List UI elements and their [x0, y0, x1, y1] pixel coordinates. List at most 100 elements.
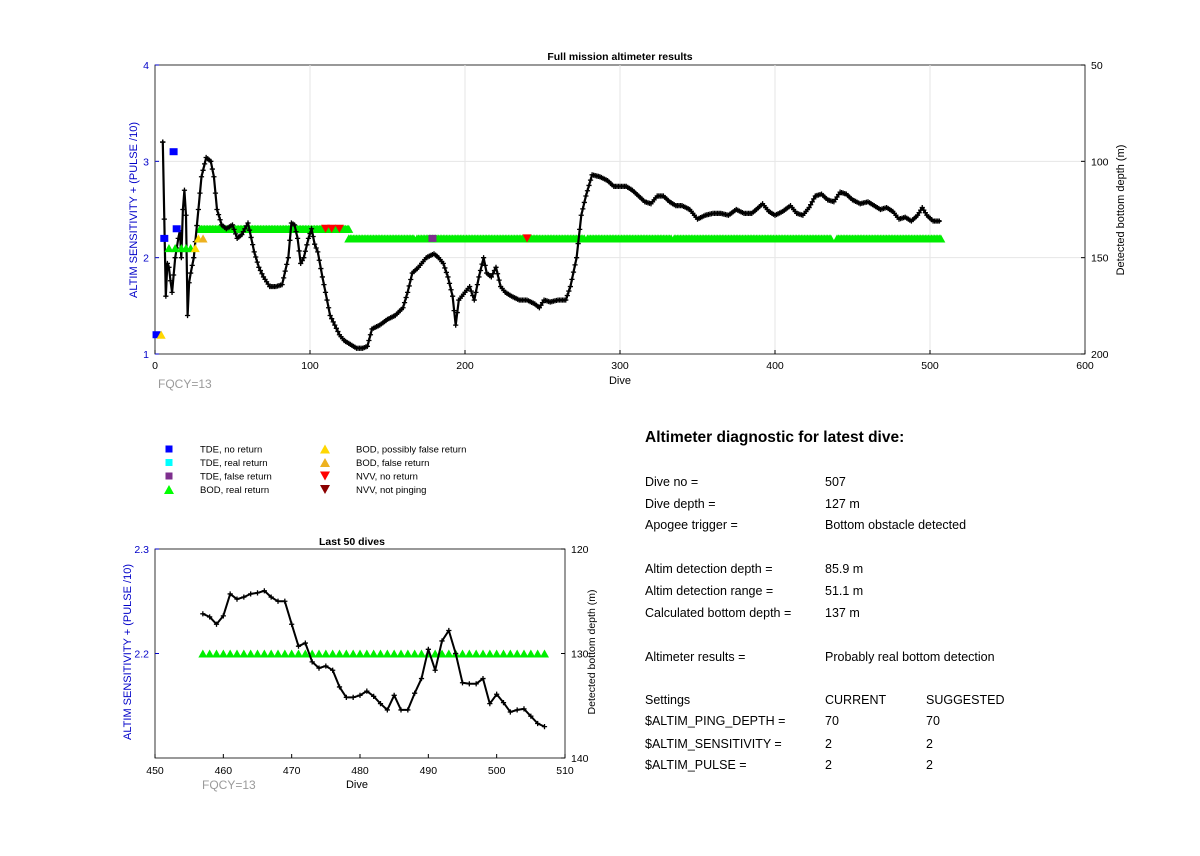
full-bottom-depth-point [231, 226, 237, 233]
small-bottom-depth-point [487, 701, 493, 707]
full-bottom-depth-point [406, 283, 412, 289]
full-bottom-depth-point [450, 293, 456, 299]
full-bottom-depth-point [333, 325, 339, 331]
full-ytick-label: 1 [143, 349, 149, 361]
small-bottom-depth-point [439, 638, 445, 644]
full-bottom-depth-point [488, 274, 494, 280]
full-bottom-depth-point [301, 255, 307, 261]
small-bottom-depth-point [295, 643, 302, 649]
small-bottom-depth-point [248, 591, 254, 597]
small-bod-real-return-marker [389, 649, 399, 658]
full-bottom-depth-point [208, 158, 214, 164]
small-ytick-label: 2.2 [134, 649, 149, 661]
full-ytick-label: 4 [143, 60, 149, 72]
full-bottom-depth-point [164, 260, 170, 267]
full-bottom-depth-point [167, 278, 174, 284]
full-bottom-depth-point [364, 343, 370, 349]
full-chart-title: Full mission altimeter results [547, 51, 692, 63]
full-bottom-depth-point [299, 257, 305, 264]
full-bottom-depth-point [214, 206, 220, 213]
full-bottom-depth-point [198, 174, 205, 180]
small-bod-real-return-marker [478, 649, 488, 658]
full-marker-nvv-no-return [522, 234, 532, 243]
small-chart-ticks: 450 460 470 480 490 500 510 2.2 2.3 120 130 140 [134, 544, 588, 777]
full-bottom-depth-point [468, 288, 474, 294]
small-bottom-depth-point [343, 694, 349, 700]
full-chart-xlabel: Dive [609, 375, 631, 387]
small-bottom-depth-point [227, 591, 233, 597]
small-bottom-depth-point [412, 690, 418, 696]
full-bottom-depth-point [316, 257, 322, 263]
full-bottom-depth-point [250, 242, 256, 248]
small-bod-real-return-marker [300, 649, 310, 658]
small-bottom-depth-point [200, 611, 206, 617]
full-bottom-depth-point [298, 260, 304, 267]
small-bottom-depth-point [521, 706, 527, 712]
full-bottom-depth-point [567, 283, 573, 290]
full-bottom-depth-point [160, 139, 166, 145]
small-bod-real-return-marker [519, 649, 529, 658]
small-bod-real-return-marker [464, 649, 474, 658]
full-xtick-label: 300 [611, 360, 629, 372]
small-bod-real-return-marker [218, 649, 228, 658]
full-bottom-depth-point [401, 300, 408, 306]
legend-label: BOD, real return [200, 485, 269, 496]
full-bottom-depth-point [175, 235, 181, 241]
full-ytick-label: 3 [143, 156, 149, 168]
small-xtick-label: 450 [146, 765, 164, 777]
full-marker-tde-no-return [160, 234, 169, 242]
full-chart-ticks: 0 100 200 300 400 500 600 1 2 3 4 50 100 150 200 [143, 60, 1109, 372]
full-bottom-depth-point [184, 312, 191, 319]
full-bottom-depth-point [440, 260, 446, 267]
small-xtick-label: 510 [556, 765, 574, 777]
full-bod-real-return-marker [344, 224, 354, 233]
small-bottom-depth-point [432, 667, 438, 673]
small-bottom-depth-point [282, 598, 288, 604]
full-bottom-depth-point [296, 248, 302, 254]
legend: TDE, no return TDE, real return TDE, false… [164, 444, 466, 496]
full-bottom-depth-point [195, 206, 201, 213]
full-bod-real-return-marker [164, 243, 174, 253]
full-bottom-depth-point [474, 282, 480, 288]
legend-swatch [165, 459, 173, 466]
small-bottom-depth-point [213, 621, 220, 627]
full-ytick-label: 2 [143, 253, 149, 265]
full-bottom-depth-point [254, 259, 260, 265]
small-bod-real-return-marker [437, 649, 447, 658]
full-bottom-depth-point [183, 212, 189, 218]
full-bottom-depth-point [284, 261, 290, 268]
small-bottom-depth-point [289, 621, 295, 627]
full-bod-real-return-marker [826, 234, 836, 243]
small-bottom-depth-point [535, 720, 541, 727]
full-marker-tde-no-return [169, 148, 178, 156]
full-bottom-depth-point [246, 227, 253, 233]
small-bottom-depth-point [241, 594, 247, 600]
full-bottom-depth-point [312, 241, 318, 247]
legend-label: BOD, false return [356, 458, 429, 469]
full-bottom-depth-point [367, 332, 374, 338]
small-bod-real-return-marker [335, 649, 344, 658]
full-xtick-label: 500 [921, 360, 939, 372]
small-bottom-depth-point [330, 667, 336, 673]
full-bottom-depth-point [215, 212, 222, 218]
small-bod-real-return-marker [253, 649, 262, 658]
full-fqcy-annotation: FQCY=13 [158, 377, 212, 391]
small-bod-real-return-marker [341, 649, 351, 658]
full-bottom-depth-point [240, 229, 246, 235]
small-bottom-depth-point [357, 692, 363, 698]
full-bottom-depth-point [494, 271, 501, 277]
small-y2tick-label: 140 [571, 753, 589, 765]
full-bottom-depth-point [936, 218, 942, 224]
full-marker-nvv-no-return [321, 224, 330, 233]
full-bottom-depth-point [446, 280, 453, 286]
legend-swatch [165, 472, 173, 480]
small-bottom-depth-point [371, 693, 377, 699]
full-bottom-depth-point [448, 287, 454, 293]
small-bod-real-return-marker [417, 649, 426, 658]
full-bottom-depth-point [291, 222, 298, 228]
full-bottom-depth-point [408, 276, 414, 283]
full-bottom-depth-point [578, 212, 584, 218]
small-bottom-depth-point [220, 613, 226, 619]
full-marker-bod-false-return [198, 234, 208, 243]
